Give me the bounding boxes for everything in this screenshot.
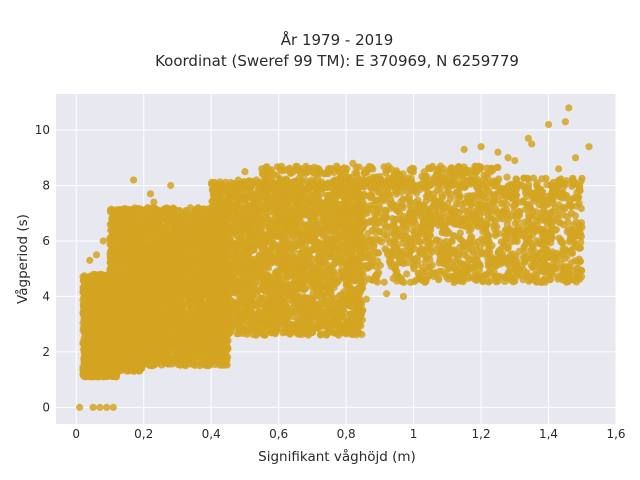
- data-point: [104, 365, 112, 373]
- data-point: [90, 342, 98, 350]
- data-point: [82, 281, 90, 290]
- data-point: [83, 316, 92, 325]
- data-point: [94, 364, 102, 372]
- chart-title-line1: År 1979 - 2019: [281, 30, 394, 49]
- data-point: [91, 358, 99, 366]
- data-point: [100, 275, 108, 284]
- chart-title-line2: Koordinat (Sweref 99 TM): E 370969, N 62…: [155, 52, 519, 70]
- data-point: [88, 277, 96, 285]
- data-point: [79, 273, 87, 281]
- data-points: [76, 104, 593, 411]
- data-point: [82, 372, 90, 380]
- data-point: [101, 299, 109, 307]
- data-point: [89, 313, 97, 321]
- data-point: [94, 271, 102, 279]
- data-point: [99, 281, 107, 290]
- data-point: [89, 322, 98, 330]
- data-point: [100, 332, 108, 341]
- data-point: [84, 353, 92, 361]
- data-point: [98, 322, 106, 330]
- data-point: [80, 340, 89, 349]
- data-point: [81, 297, 90, 306]
- data-point: [97, 294, 105, 302]
- data-point: [96, 313, 104, 321]
- data-point: [95, 353, 103, 361]
- data-point: [130, 367, 138, 375]
- data-point: [85, 365, 94, 373]
- data-point: [83, 310, 91, 318]
- data-point: [87, 292, 95, 300]
- data-point: [82, 327, 90, 335]
